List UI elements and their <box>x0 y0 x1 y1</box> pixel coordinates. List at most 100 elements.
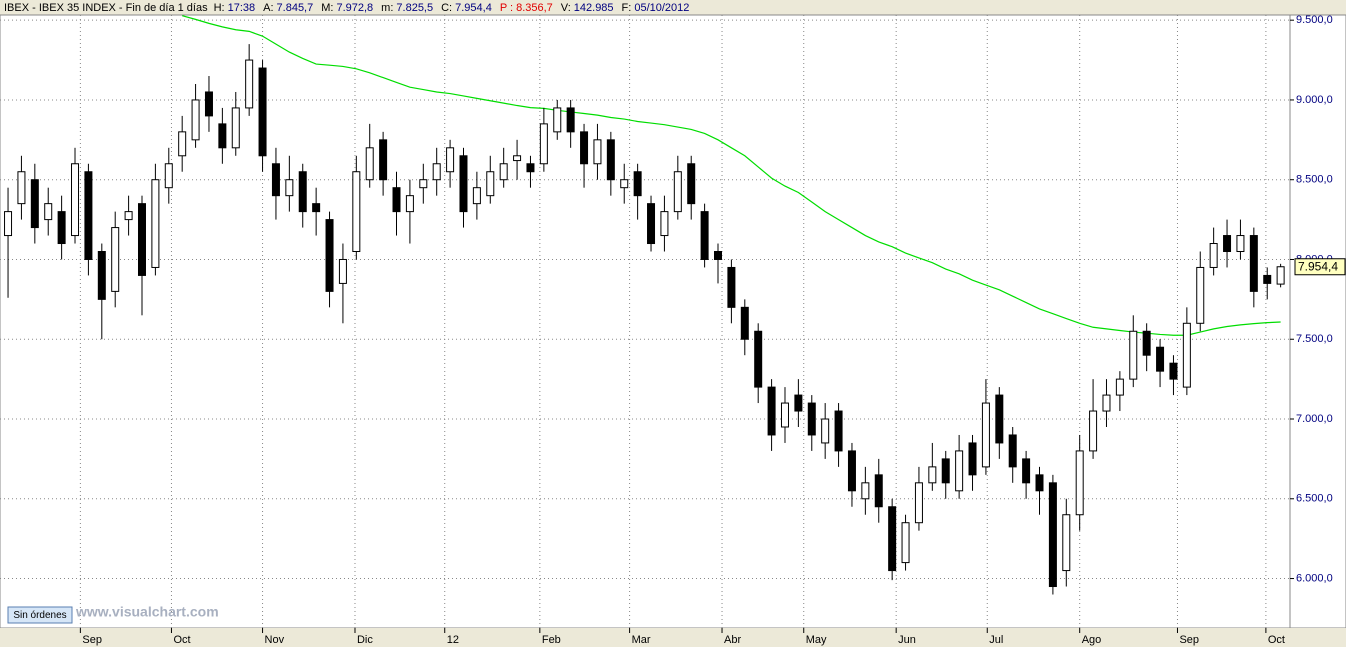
candle-body <box>137 203 146 276</box>
candle-body <box>352 171 361 253</box>
candle-body <box>71 163 80 237</box>
candle-body <box>191 99 200 141</box>
candle-body <box>44 203 53 221</box>
candles <box>4 44 1285 595</box>
candle-body <box>968 442 977 476</box>
header-field-value: 7.825,5 <box>396 2 433 14</box>
candle-body <box>861 482 870 500</box>
candle-body <box>17 171 26 205</box>
x-tick-label: Jun <box>898 634 916 646</box>
candle-body <box>111 227 120 292</box>
candle-body <box>258 67 267 157</box>
candle-body <box>271 163 280 197</box>
candle-body <box>740 306 749 340</box>
candle-body <box>874 474 883 508</box>
x-tick-label: Nov <box>265 634 285 646</box>
candle-body <box>673 171 682 213</box>
x-tick-label: Sep <box>1179 634 1199 646</box>
candle-body <box>807 402 816 436</box>
candle-body <box>513 155 522 162</box>
x-tick-label: 12 <box>447 634 459 646</box>
candle-body <box>97 251 106 300</box>
candle-body <box>1182 322 1191 388</box>
candle-body <box>955 450 964 492</box>
candle-body <box>620 179 629 189</box>
x-tick-label: Jul <box>989 634 1003 646</box>
moving-average-line <box>182 15 1281 336</box>
candle-body <box>914 482 923 524</box>
axes: 6.000,06.500,07.000,07.500,08.000,08.500… <box>79 14 1346 646</box>
candle-body <box>606 139 615 181</box>
candle-body <box>1142 330 1151 356</box>
orders-button-label[interactable]: Sin órdenes <box>13 610 66 621</box>
y-tick-label: 7.500,0 <box>1296 333 1333 345</box>
candle-body <box>1236 235 1245 253</box>
x-tick-label: May <box>806 634 827 646</box>
header-field-label: H: <box>214 2 225 14</box>
candle-body <box>1022 458 1031 484</box>
candle-body <box>486 171 495 197</box>
candle-body <box>312 203 321 213</box>
candle-body <box>647 203 656 245</box>
candle-body <box>1035 474 1044 492</box>
candle-body <box>553 107 562 133</box>
last-price-label: 7.954,4 <box>1298 259 1338 273</box>
candle-body <box>392 187 401 213</box>
grid <box>0 15 1290 628</box>
header-field-label: V: <box>561 2 571 14</box>
candle-body <box>57 211 66 245</box>
candle-body <box>780 402 789 428</box>
header: IBEX - IBEX 35 INDEX - Fin de día 1 días… <box>4 2 689 14</box>
candle-body <box>124 211 133 221</box>
candle-body <box>633 171 642 197</box>
candle-body <box>821 418 830 444</box>
candle-body <box>995 394 1004 444</box>
candle-body <box>526 163 535 173</box>
candle-body <box>1276 266 1285 285</box>
candle-body <box>432 163 441 181</box>
candle-body <box>981 402 990 468</box>
price-axis <box>1289 14 1346 629</box>
orders-button[interactable] <box>7 606 73 624</box>
candle-body <box>164 163 173 189</box>
candle-body <box>580 131 589 165</box>
candle-body <box>700 211 709 260</box>
candle-body <box>204 91 213 117</box>
candle-body <box>285 179 294 197</box>
header-title: IBEX - IBEX 35 INDEX - Fin de día 1 días <box>4 2 208 14</box>
header-field-value: 7.954,4 <box>455 2 492 14</box>
candle-body <box>767 386 776 436</box>
candle-body <box>405 195 414 213</box>
candle-body <box>1062 514 1071 572</box>
candle-body <box>1102 394 1111 412</box>
candle-body <box>499 163 508 181</box>
time-axis <box>0 628 1346 647</box>
candle-body <box>446 147 455 173</box>
candle-body <box>218 123 227 149</box>
candle-body <box>178 131 187 157</box>
y-tick-label: 6.000,0 <box>1296 572 1333 584</box>
candle-body <box>593 139 602 165</box>
candle-body <box>1196 266 1205 324</box>
candle-body <box>419 179 428 189</box>
watermark: www.visualchart.com <box>75 604 219 620</box>
x-tick-label: Oct <box>173 634 190 646</box>
candle-body <box>727 266 736 308</box>
x-tick-label: Mar <box>632 634 651 646</box>
header-field-value: 17:38 <box>228 2 256 14</box>
candle-body <box>847 450 856 492</box>
header-field-label: F: <box>622 2 632 14</box>
candle-body <box>379 139 388 181</box>
x-tick-label: Dic <box>357 634 373 646</box>
candle-body <box>325 219 334 292</box>
candle-body <box>298 171 307 213</box>
candle-body <box>1129 330 1138 380</box>
candle-body <box>1008 434 1017 468</box>
candle-body <box>901 522 910 564</box>
header-bar <box>0 0 1346 15</box>
candle-body <box>1048 482 1057 588</box>
candle-body <box>1263 274 1272 284</box>
header-field-value: 7.972,8 <box>336 2 373 14</box>
x-tick-label: Oct <box>1268 634 1285 646</box>
